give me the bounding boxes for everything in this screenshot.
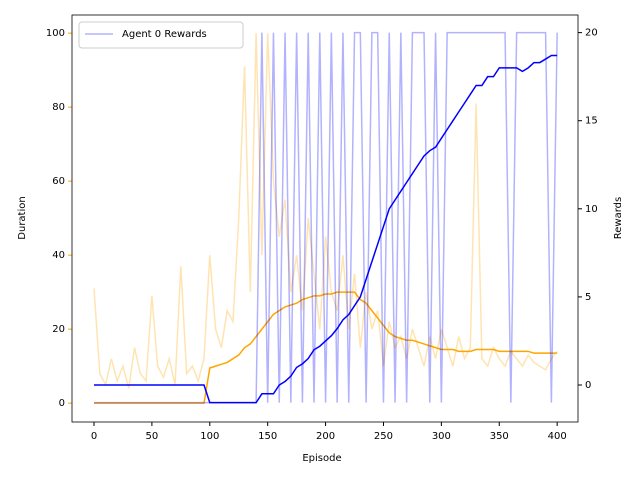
x-tick-label: 400: [548, 431, 567, 442]
x-tick-label: 350: [490, 431, 509, 442]
x-tick-label: 50: [146, 431, 159, 442]
x-axis-label: Episode: [302, 453, 341, 464]
x-tick-label: 100: [200, 431, 219, 442]
legend-box: [78, 21, 244, 49]
x-tick-label: 200: [316, 431, 335, 442]
y-tick-label: 80: [52, 102, 65, 113]
series-line: [94, 31, 558, 404]
series-line: [94, 54, 558, 404]
y-tick-label: 60: [52, 176, 65, 187]
series-line: [94, 291, 558, 404]
y2-tick-label: 20: [585, 28, 598, 39]
x-tick-label: 0: [91, 431, 97, 442]
y-tick-label: 40: [52, 250, 65, 261]
y2-axis-label: Rewards: [613, 197, 624, 239]
legend-label: Agent 0 Rewards: [122, 29, 207, 40]
y2-tick-label: 5: [585, 292, 591, 303]
series-line: [93, 33, 558, 389]
y-tick-label: 20: [52, 324, 65, 335]
y-tick-label: 100: [46, 28, 65, 39]
y-axis-label: Duration: [17, 196, 28, 239]
y-tick-label: 0: [59, 398, 65, 409]
x-tick-label: 300: [432, 431, 451, 442]
x-tick-label: 150: [258, 431, 277, 442]
y2-tick-label: 0: [585, 380, 591, 391]
plot-frame: [71, 14, 579, 423]
x-tick-label: 250: [374, 431, 393, 442]
y2-tick-label: 10: [585, 204, 598, 215]
y2-tick-label: 15: [585, 116, 598, 127]
